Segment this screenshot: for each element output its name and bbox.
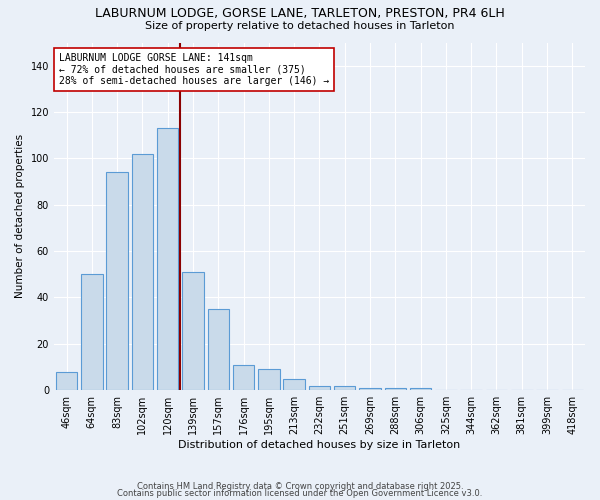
Bar [208, 309, 229, 390]
Bar [106, 172, 128, 390]
Bar [309, 386, 330, 390]
Bar [182, 272, 204, 390]
Text: Contains HM Land Registry data © Crown copyright and database right 2025.: Contains HM Land Registry data © Crown c… [137, 482, 463, 491]
Y-axis label: Number of detached properties: Number of detached properties [15, 134, 25, 298]
Bar [334, 386, 355, 390]
Bar [157, 128, 178, 390]
Bar [81, 274, 103, 390]
Bar [283, 378, 305, 390]
Text: Size of property relative to detached houses in Tarleton: Size of property relative to detached ho… [145, 21, 455, 31]
Bar [385, 388, 406, 390]
X-axis label: Distribution of detached houses by size in Tarleton: Distribution of detached houses by size … [178, 440, 461, 450]
Text: Contains public sector information licensed under the Open Government Licence v3: Contains public sector information licen… [118, 490, 482, 498]
Bar [359, 388, 381, 390]
Text: LABURNUM LODGE, GORSE LANE, TARLETON, PRESTON, PR4 6LH: LABURNUM LODGE, GORSE LANE, TARLETON, PR… [95, 8, 505, 20]
Bar [410, 388, 431, 390]
Bar [258, 370, 280, 390]
Bar [131, 154, 153, 390]
Bar [56, 372, 77, 390]
Bar [233, 364, 254, 390]
Text: LABURNUM LODGE GORSE LANE: 141sqm
← 72% of detached houses are smaller (375)
28%: LABURNUM LODGE GORSE LANE: 141sqm ← 72% … [59, 53, 329, 86]
